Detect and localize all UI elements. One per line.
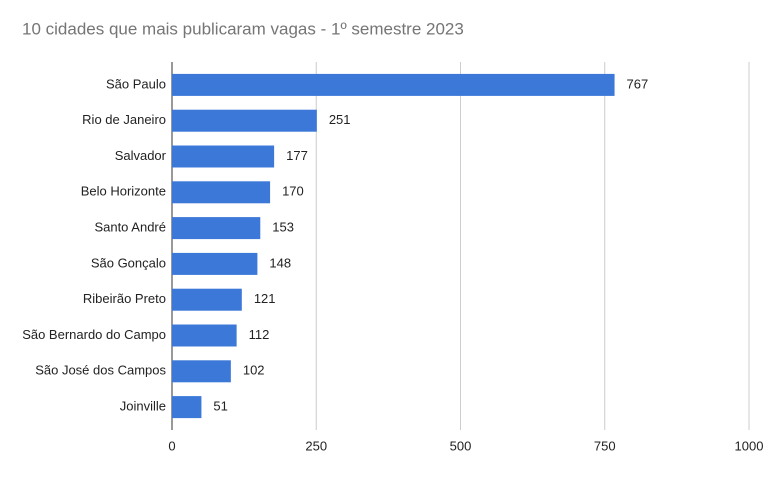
y-tick-label: Joinville — [120, 399, 166, 414]
value-label: 177 — [286, 148, 308, 163]
x-tick-label: 250 — [305, 438, 327, 453]
bar — [172, 181, 271, 204]
x-tick-label: 500 — [450, 438, 472, 453]
y-tick-label: São Paulo — [106, 76, 166, 91]
bar — [172, 360, 231, 383]
value-label: 767 — [627, 76, 649, 91]
y-tick-label: São Gonçalo — [91, 255, 166, 270]
x-tick-label: 750 — [594, 438, 616, 453]
bar — [172, 288, 242, 311]
value-label: 153 — [272, 220, 294, 235]
value-label: 51 — [213, 399, 227, 414]
y-tick-label: São Bernardo do Campo — [22, 327, 166, 342]
y-tick-label: Rio de Janeiro — [82, 112, 166, 127]
value-label: 102 — [243, 363, 265, 378]
bar — [172, 109, 317, 132]
bar — [172, 217, 261, 240]
chart-title: 10 cidades que mais publicaram vagas - 1… — [22, 19, 464, 38]
y-tick-label: Salvador — [115, 148, 167, 163]
bar — [172, 73, 615, 96]
y-tick-label: Ribeirão Preto — [83, 291, 166, 306]
value-label: 121 — [254, 291, 276, 306]
bar — [172, 252, 258, 275]
y-tick-label: São José dos Campos — [35, 363, 166, 378]
value-label: 251 — [329, 112, 351, 127]
x-tick-label: 1000 — [735, 438, 764, 453]
value-label: 148 — [269, 255, 291, 270]
value-label: 112 — [249, 327, 270, 342]
bar — [172, 145, 275, 168]
value-label: 170 — [282, 184, 304, 199]
y-tick-label: Santo André — [94, 220, 166, 235]
bar — [172, 396, 202, 419]
x-tick-label: 0 — [168, 438, 175, 453]
bar — [172, 324, 237, 347]
y-tick-label: Belo Horizonte — [81, 184, 166, 199]
